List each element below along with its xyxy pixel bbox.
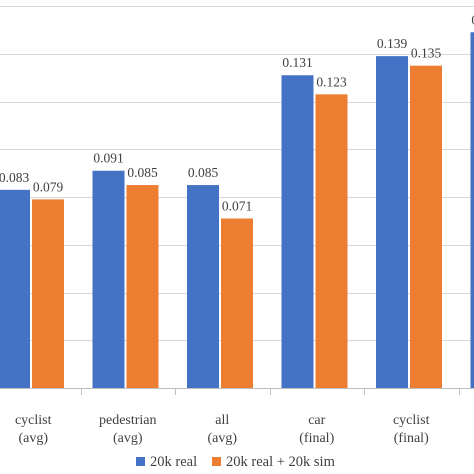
x-tick-label: cyclist [393, 413, 430, 428]
bar-real [0, 189, 30, 388]
legend-label: 20k real [150, 454, 197, 470]
bar-real [187, 185, 219, 388]
bar-real [281, 75, 314, 389]
data-labels: 0.083 0.079 0.091 0.085 0.085 0.071 0.131 0.123… [0, 12, 474, 213]
data-label: 0.079 [33, 179, 64, 194]
data-label: 0.139 [377, 36, 408, 51]
bar-real-sim [221, 218, 253, 388]
legend: 20k real 20k real + 20k sim [136, 454, 336, 470]
x-tick-label: (final) [394, 431, 429, 446]
x-tick-label: (avg) [207, 431, 237, 446]
data-label: 0.085 [127, 165, 158, 180]
x-tick-label: (avg) [113, 431, 143, 446]
data-label: 0.071 [222, 198, 252, 213]
bars [0, 32, 474, 389]
legend-swatch [136, 457, 145, 466]
x-tick-label: (final) [299, 431, 334, 446]
x-tick-label: pedestrian [99, 413, 157, 428]
data-label: 0.085 [188, 165, 219, 180]
x-tick-label: car [308, 413, 325, 428]
data-label: 0.131 [282, 55, 312, 70]
bar-real [470, 32, 474, 388]
data-label: 0.083 [0, 170, 29, 185]
bar-real [376, 56, 408, 388]
legend-label: 20k real + 20k sim [226, 454, 336, 470]
x-tick-label: all [215, 413, 229, 428]
x-axis: cyclist (avg) pedestrian (avg) all (avg) car (f… [0, 388, 474, 446]
legend-swatch [212, 457, 221, 466]
bar-real-sim [315, 94, 348, 389]
bar-real [92, 170, 125, 388]
data-label: 0.149 [471, 12, 474, 27]
bar-real-sim [126, 185, 159, 388]
bar-real-sim [32, 199, 64, 388]
data-label: 0.135 [411, 46, 442, 61]
data-label: 0.123 [316, 74, 347, 89]
bar-real-sim [410, 65, 442, 388]
x-tick-label: (avg) [18, 431, 48, 446]
data-label: 0.091 [93, 151, 123, 166]
x-tick-label: cyclist [15, 413, 52, 428]
